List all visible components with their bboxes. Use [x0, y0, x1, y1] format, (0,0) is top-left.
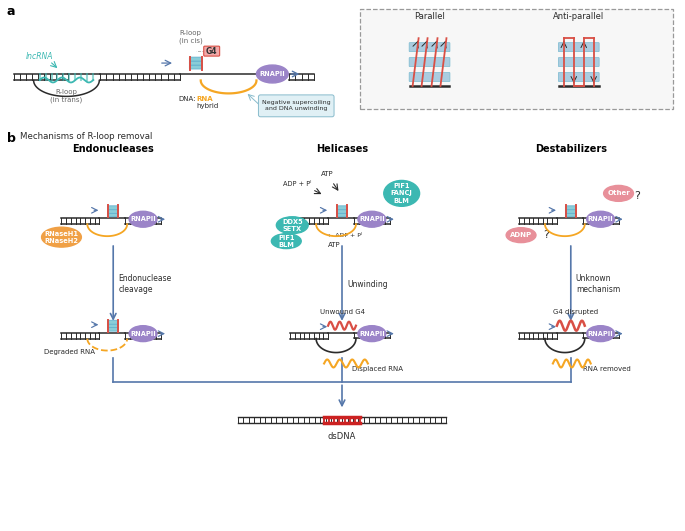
- Text: RNA: RNA: [197, 96, 214, 102]
- FancyBboxPatch shape: [558, 42, 599, 52]
- FancyBboxPatch shape: [565, 206, 576, 210]
- Text: ?: ?: [634, 191, 640, 201]
- Text: RNaseH1
RNaseH2: RNaseH1 RNaseH2: [45, 230, 79, 244]
- Text: Unknown
mechanism: Unknown mechanism: [576, 275, 620, 295]
- Text: Anti-parallel: Anti-parallel: [553, 12, 604, 21]
- FancyBboxPatch shape: [558, 73, 599, 81]
- Ellipse shape: [271, 234, 301, 249]
- Ellipse shape: [129, 211, 157, 227]
- FancyBboxPatch shape: [258, 95, 334, 117]
- Text: RNAPII: RNAPII: [130, 331, 156, 337]
- FancyBboxPatch shape: [108, 213, 119, 217]
- Text: b: b: [7, 132, 16, 145]
- Text: RNAPII: RNAPII: [588, 216, 614, 222]
- Ellipse shape: [587, 326, 614, 341]
- Text: Negative supercoiling
and DNA unwinding: Negative supercoiling and DNA unwinding: [262, 100, 331, 112]
- Text: RNA removed: RNA removed: [583, 366, 630, 372]
- Text: RNAPII: RNAPII: [588, 331, 614, 337]
- Ellipse shape: [129, 326, 157, 341]
- Text: DDX5
SETX: DDX5 SETX: [282, 219, 303, 232]
- Text: lncRNA: lncRNA: [26, 52, 53, 61]
- FancyBboxPatch shape: [203, 46, 220, 56]
- Text: ATP: ATP: [321, 172, 334, 177]
- FancyBboxPatch shape: [558, 57, 599, 66]
- Text: Destabilizers: Destabilizers: [535, 144, 607, 153]
- Text: Other: Other: [607, 191, 630, 196]
- Ellipse shape: [358, 211, 386, 227]
- Text: PIF1
FANCJ
BLM: PIF1 FANCJ BLM: [390, 183, 412, 203]
- Text: Helicases: Helicases: [316, 144, 368, 153]
- Ellipse shape: [256, 65, 288, 83]
- Text: ADNP: ADNP: [510, 232, 532, 238]
- Text: G4 disrupted: G4 disrupted: [553, 309, 598, 315]
- Ellipse shape: [603, 185, 634, 201]
- FancyBboxPatch shape: [108, 320, 119, 324]
- FancyBboxPatch shape: [360, 10, 673, 109]
- Ellipse shape: [276, 217, 308, 234]
- FancyBboxPatch shape: [189, 61, 202, 65]
- Text: ADP + Pᴵ: ADP + Pᴵ: [283, 182, 312, 187]
- Text: Endonucleases: Endonucleases: [73, 144, 154, 153]
- Text: a: a: [7, 5, 15, 19]
- Text: R-loop
(in trans): R-loop (in trans): [50, 89, 83, 104]
- Text: RNAPII: RNAPII: [359, 331, 385, 337]
- Text: hybrid: hybrid: [197, 103, 219, 109]
- FancyBboxPatch shape: [108, 327, 119, 331]
- Text: ATP: ATP: [327, 242, 340, 248]
- Text: Degraded RNA: Degraded RNA: [44, 348, 95, 355]
- FancyBboxPatch shape: [189, 65, 202, 69]
- Ellipse shape: [506, 228, 536, 243]
- FancyBboxPatch shape: [189, 57, 202, 61]
- Text: Parallel: Parallel: [414, 12, 445, 21]
- FancyBboxPatch shape: [108, 209, 119, 213]
- Text: Mechanisms of R-loop removal: Mechanisms of R-loop removal: [20, 132, 152, 141]
- Text: Unwound G4: Unwound G4: [319, 309, 364, 315]
- Text: DNA:: DNA:: [178, 96, 196, 102]
- FancyBboxPatch shape: [108, 324, 119, 328]
- Ellipse shape: [587, 211, 614, 227]
- FancyBboxPatch shape: [409, 57, 450, 66]
- Text: Endonuclease
cleavage: Endonuclease cleavage: [119, 275, 171, 295]
- Ellipse shape: [42, 227, 82, 247]
- FancyBboxPatch shape: [336, 213, 347, 217]
- FancyBboxPatch shape: [336, 206, 347, 210]
- FancyBboxPatch shape: [336, 209, 347, 213]
- FancyBboxPatch shape: [108, 206, 119, 210]
- Ellipse shape: [384, 181, 420, 207]
- FancyBboxPatch shape: [565, 209, 576, 213]
- Text: dsDNA: dsDNA: [328, 432, 356, 441]
- Text: Displaced RNA: Displaced RNA: [352, 366, 403, 372]
- Text: ?: ?: [543, 230, 549, 240]
- FancyBboxPatch shape: [409, 42, 450, 52]
- Text: RNAPII: RNAPII: [260, 71, 285, 77]
- Text: R-loop
(in cis): R-loop (in cis): [179, 30, 203, 44]
- Ellipse shape: [358, 326, 386, 341]
- FancyBboxPatch shape: [565, 213, 576, 217]
- Text: RNAPII: RNAPII: [359, 216, 385, 222]
- Text: Unwinding: Unwinding: [347, 280, 388, 289]
- Text: G4: G4: [206, 47, 217, 56]
- Text: ← ADP + Pᴵ: ← ADP + Pᴵ: [328, 233, 362, 238]
- Text: PIF1
BLM: PIF1 BLM: [278, 235, 295, 248]
- Text: RNAPII: RNAPII: [130, 216, 156, 222]
- FancyBboxPatch shape: [409, 73, 450, 81]
